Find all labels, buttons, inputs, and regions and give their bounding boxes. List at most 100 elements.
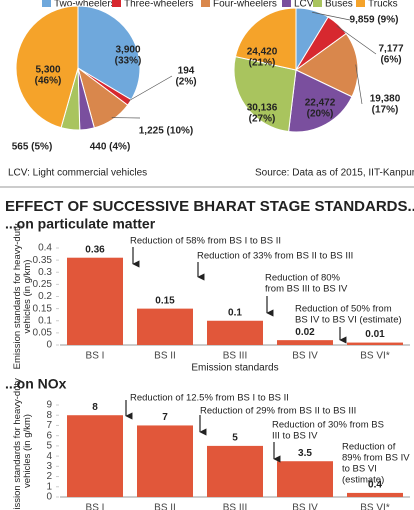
value-label: 30,136 (27%)	[247, 102, 278, 124]
pie-slice	[295, 32, 359, 98]
annotation: Reduction of 30% from BS III to BS IV	[272, 419, 384, 441]
y-tick-label: 0.1	[38, 315, 52, 326]
bar	[67, 415, 123, 497]
legend-label: LCV	[294, 0, 314, 10]
bar	[137, 425, 193, 497]
y-tick-label: 0.25	[33, 279, 53, 290]
y-tick-label: 6	[46, 430, 52, 441]
value-label: 8	[92, 402, 98, 413]
value-label: 3,900 (33%)	[115, 44, 142, 66]
value-label: 22,472 (20%)	[305, 97, 336, 119]
y-tick-label: 0.05	[33, 328, 53, 339]
x-tick-label: BS IV	[292, 351, 318, 362]
y-axis-label: Emission standards for heavy-dutyvehicle…	[12, 378, 33, 510]
y-tick-label: 3	[46, 461, 52, 472]
legend-swatch	[282, 0, 291, 7]
bar	[277, 461, 333, 497]
bar	[277, 340, 333, 345]
leader-line	[336, 25, 377, 55]
y-tick-label: 8	[46, 410, 52, 421]
value-label: 565 (5%)	[12, 142, 53, 153]
main-title: EFFECT OF SUCCESSIVE BHARAT STAGE STANDA…	[5, 198, 414, 215]
annotation: Reduction of 58% from BS I to BS II	[130, 236, 281, 247]
bar	[137, 308, 193, 345]
value-label: 9,859 (9%)	[350, 15, 399, 26]
legend-swatch	[313, 0, 322, 7]
x-tick-label: BS IV	[292, 503, 318, 510]
y-tick-label: 9	[46, 400, 52, 411]
value-label: 0.02	[295, 327, 315, 338]
y-tick-label: 0.4	[38, 243, 52, 254]
chart-subtitle: ...on particulate matter	[5, 216, 156, 232]
y-tick-label: 0	[46, 340, 52, 351]
bar	[207, 320, 263, 345]
value-label: 19,380 (17%)	[370, 93, 401, 115]
value-label: 1,225 (10%)	[139, 126, 193, 137]
value-label: 194 (2%)	[175, 65, 196, 87]
source: Source: Data as of 2015, IIT-Kanpur	[255, 168, 414, 179]
legend-swatch	[112, 0, 121, 7]
value-label: 0.01	[365, 329, 385, 340]
y-tick-label: 0.3	[38, 267, 52, 278]
legend-swatch	[356, 0, 365, 7]
value-label: 0.4	[368, 480, 382, 491]
leader-line	[312, 11, 351, 21]
annotation: Reduction of 89% from BS IV to BS VI (estim…	[342, 441, 410, 485]
y-tick-label: 0.35	[33, 255, 53, 266]
pie-slice	[15, 5, 79, 129]
y-tick-label: 4	[46, 451, 52, 462]
bar	[347, 492, 403, 497]
pie-slice	[288, 69, 353, 133]
value-label: 5	[232, 433, 238, 444]
bar	[347, 342, 403, 345]
value-label: 0.36	[85, 244, 105, 255]
value-label: 3.5	[298, 448, 312, 459]
legend-label: Four-wheelers	[213, 0, 277, 10]
y-tick-label: 0	[46, 492, 52, 503]
x-tick-label: BS I	[86, 351, 105, 362]
value-label: 5,300 (46%)	[35, 64, 62, 86]
annotation: Reduction of 80% from BS III to BS IV	[265, 272, 348, 294]
legend-label: Three-wheelers	[124, 0, 193, 10]
y-tick-label: 5	[46, 441, 52, 452]
y-tick-label: 0.15	[33, 303, 53, 314]
x-tick-label: BS VI*	[360, 351, 390, 362]
value-label: 7,177 (6%)	[378, 43, 403, 65]
annotation: Reduction of 29% from BS II to BS III	[200, 406, 356, 417]
legend-swatch	[42, 0, 51, 7]
leader-line	[127, 75, 173, 102]
annotation: Reduction of 12.5% from BS I to BS II	[130, 393, 289, 404]
value-label: 24,420 (21%)	[247, 46, 278, 68]
note: LCV: Light commercial vehicles	[8, 168, 147, 179]
pie-slice	[77, 5, 141, 101]
chart-subtitle: ...on NOx	[5, 376, 67, 392]
pie-slice	[233, 55, 297, 133]
y-tick-label: 2	[46, 471, 52, 482]
pie-slice	[234, 7, 297, 71]
y-tick-label: 0.2	[38, 291, 52, 302]
y-tick-label: 7	[46, 420, 52, 431]
x-tick-label: BS VI*	[360, 503, 390, 510]
x-tick-label: BS III	[223, 351, 247, 362]
value-label: 0.15	[155, 295, 175, 306]
legend-label: Buses	[325, 0, 353, 10]
bar	[67, 257, 123, 345]
x-axis-label: Emission standards	[191, 363, 278, 374]
legend-label: Two-wheelers	[54, 0, 116, 10]
legend-swatch	[201, 0, 210, 7]
value-label: 440 (4%)	[90, 142, 131, 153]
x-tick-label: BS II	[154, 351, 176, 362]
value-label: 7	[162, 412, 168, 423]
y-tick-label: 1	[46, 481, 52, 492]
bar	[207, 445, 263, 497]
value-label: 0.1	[228, 307, 242, 318]
annotation: Reduction of 33% from BS II to BS III	[197, 251, 353, 262]
leader-line	[355, 64, 363, 105]
x-tick-label: BS II	[154, 503, 176, 510]
y-axis-label: Emission standards for heavy-dutyvehicle…	[12, 223, 33, 369]
legend-label: Trucks	[368, 0, 398, 10]
annotation: Reduction of 50% from BS IV to BS VI (est…	[295, 303, 402, 325]
x-tick-label: BS III	[223, 503, 247, 510]
x-tick-label: BS I	[86, 503, 105, 510]
